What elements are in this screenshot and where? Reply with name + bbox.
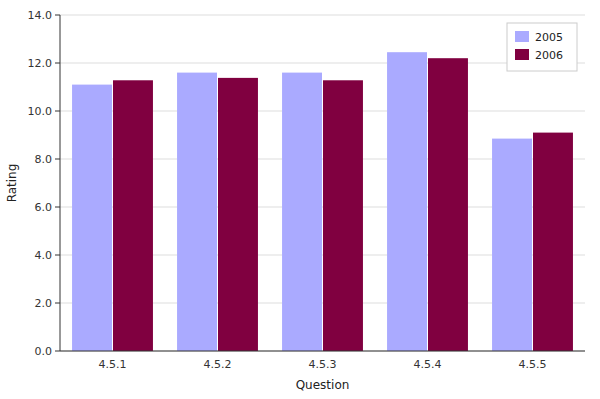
bar [533,133,573,351]
bars [72,52,573,351]
y-tick [55,63,60,64]
legend-swatch [515,49,529,60]
legend-box [507,23,577,71]
grid-line [60,15,585,16]
y-axis [60,15,61,351]
y-tick-label: 8.0 [35,153,53,166]
x-tick-label: 4.5.4 [414,358,442,371]
y-tick [55,111,60,112]
x-tick-label: 4.5.3 [309,358,337,371]
chart: 0.0 2.0 4.0 6.0 8.0 10.0 12.0 14.0 4.5.1 4.5.2 4.5… [0,0,600,399]
y-axis-label: Rating [5,164,19,203]
bar [72,85,112,351]
bar [492,139,532,351]
y-tick [55,351,60,352]
legend-swatch [515,31,529,42]
bar [113,80,153,351]
bar [323,80,363,351]
legend-label: 2005 [535,31,563,44]
grid-line [60,63,585,64]
y-tick-label: 6.0 [35,201,53,214]
y-tick-label: 10.0 [28,105,53,118]
bar [387,52,427,351]
x-tick-label: 4.5.5 [519,358,547,371]
y-tick [55,15,60,16]
bar [218,78,258,351]
x-tick-label: 4.5.2 [204,358,232,371]
bar [282,73,322,351]
x-tick-label: 4.5.1 [99,358,127,371]
x-axis-label: Question [296,378,350,392]
legend: 2005 2006 [507,23,577,71]
grid-line [60,351,585,352]
y-tick-label: 0.0 [35,345,53,358]
y-tick [55,159,60,160]
y-tick-label: 4.0 [35,249,53,262]
legend-label: 2006 [535,49,563,62]
y-tick [55,303,60,304]
x-axis [60,351,585,352]
bar [428,58,468,351]
y-tick [55,207,60,208]
y-tick [55,255,60,256]
bar [177,73,217,351]
chart-container: 0.0 2.0 4.0 6.0 8.0 10.0 12.0 14.0 4.5.1 4.5.2 4.5… [0,0,600,399]
y-tick-label: 2.0 [35,297,53,310]
y-tick-label: 14.0 [28,9,53,22]
y-tick-label: 12.0 [28,57,53,70]
